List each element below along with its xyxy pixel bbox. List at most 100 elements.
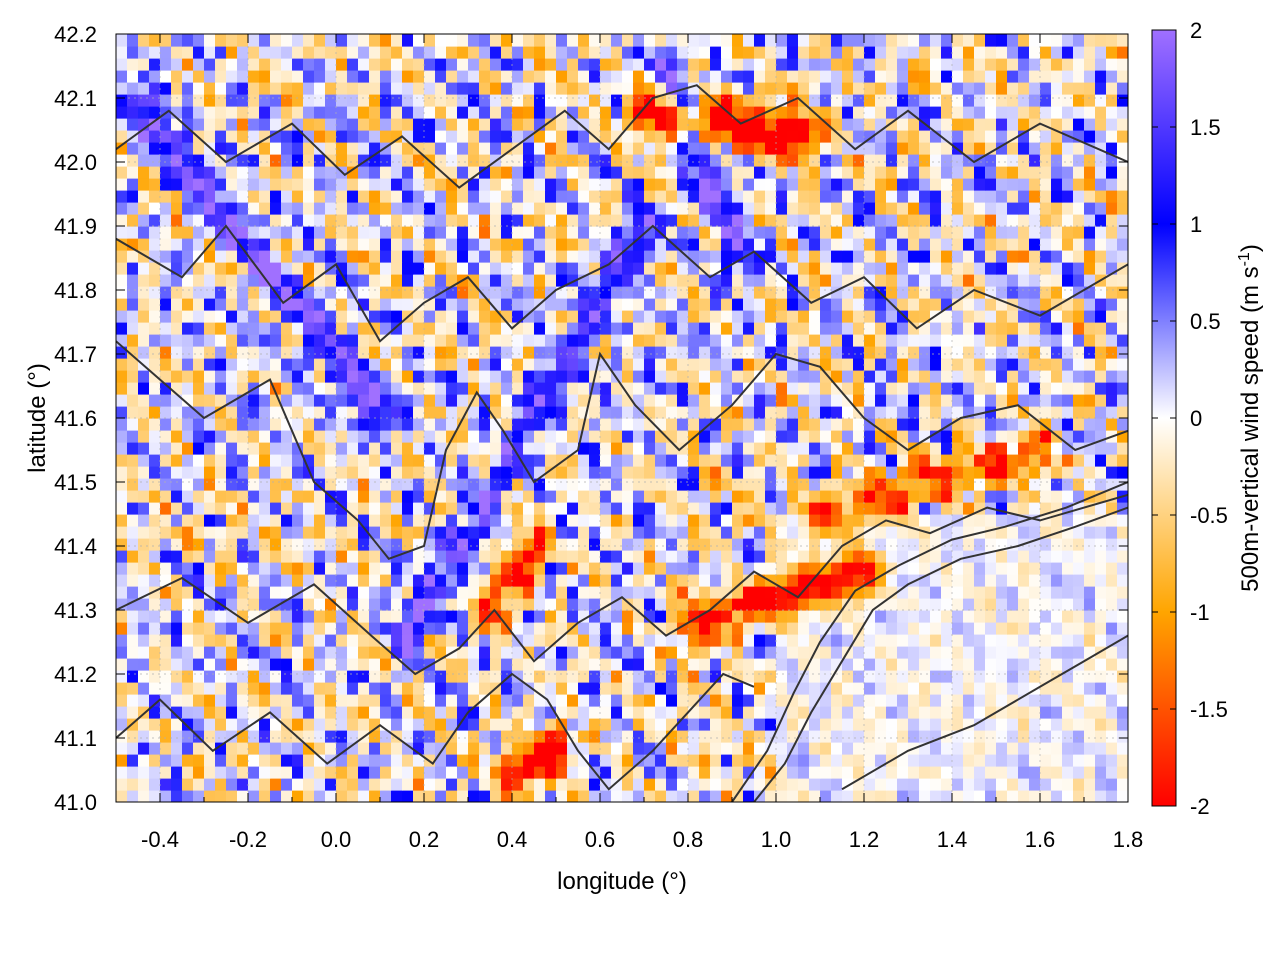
heat-cell [600, 454, 612, 467]
heat-cell [677, 382, 689, 395]
heat-cell [930, 382, 942, 395]
heat-cell [303, 262, 315, 275]
heat-cell [446, 154, 458, 167]
heat-cell [710, 214, 722, 227]
heat-cell [149, 598, 161, 611]
heat-cell [589, 790, 601, 802]
heat-cell [831, 166, 843, 179]
heat-cell [534, 250, 546, 263]
heat-cell [732, 778, 744, 791]
heat-cell [1062, 574, 1074, 587]
heat-cell [886, 334, 898, 347]
heat-cell [721, 754, 733, 767]
heat-cell [919, 418, 931, 431]
heat-cell [1029, 154, 1041, 167]
heat-cell [622, 670, 634, 683]
heat-cell [501, 754, 513, 767]
heat-cell [336, 226, 348, 239]
heat-cell [1073, 598, 1085, 611]
heat-cell [182, 550, 194, 563]
heat-cell [1029, 598, 1041, 611]
heat-cell [919, 166, 931, 179]
heat-cell [1106, 178, 1118, 191]
heat-cell [127, 790, 139, 802]
heat-cell [259, 382, 271, 395]
heat-cell [1084, 178, 1096, 191]
heat-cell [534, 754, 546, 767]
heat-cell [732, 550, 744, 563]
heat-cell [963, 610, 975, 623]
heat-cell [248, 466, 260, 479]
heat-cell [1084, 538, 1096, 551]
heat-cell [875, 742, 887, 755]
heat-cell [963, 334, 975, 347]
heat-cell [545, 742, 557, 755]
heat-cell [688, 670, 700, 683]
heat-cell [347, 250, 359, 263]
heat-cell [963, 478, 975, 491]
heat-cell [688, 790, 700, 802]
heat-cell [985, 250, 997, 263]
heat-cell [875, 370, 887, 383]
heat-cell [248, 622, 260, 635]
heat-cell [754, 526, 766, 539]
heat-cell [534, 574, 546, 587]
heat-cell [270, 322, 282, 335]
heat-cell [182, 274, 194, 287]
heat-cell [347, 778, 359, 791]
heat-cell [787, 346, 799, 359]
heat-cell [754, 406, 766, 419]
heat-cell [160, 538, 172, 551]
heat-cell [1106, 502, 1118, 515]
heat-cell [930, 442, 942, 455]
heat-cell [468, 550, 480, 563]
heat-cell [1018, 358, 1030, 371]
heat-cell [644, 274, 656, 287]
heat-cell [732, 202, 744, 215]
heat-cell [347, 178, 359, 191]
heat-cell [677, 742, 689, 755]
heat-cell [1095, 658, 1107, 671]
heat-cell [732, 442, 744, 455]
heat-cell [919, 454, 931, 467]
heat-cell [941, 298, 953, 311]
heat-cell [127, 586, 139, 599]
heat-cell [919, 430, 931, 443]
heat-cell [963, 622, 975, 635]
heat-cell [666, 742, 678, 755]
heat-cell [765, 586, 777, 599]
heat-cell [941, 598, 953, 611]
heat-cell [963, 634, 975, 647]
heat-cell [490, 322, 502, 335]
heat-cell [138, 526, 150, 539]
heat-cell [501, 586, 513, 599]
heat-cell [138, 334, 150, 347]
heat-cell [160, 346, 172, 359]
heat-cell [1051, 730, 1063, 743]
heat-cell [908, 562, 920, 575]
heat-cell [589, 226, 601, 239]
heat-cell [303, 250, 315, 263]
heat-cell [820, 334, 832, 347]
heat-cell [1117, 418, 1128, 431]
heat-cell [633, 586, 645, 599]
heat-cell [1084, 262, 1096, 275]
heat-cell [1106, 214, 1118, 227]
heat-cell [710, 202, 722, 215]
heat-cell [314, 526, 326, 539]
heat-cell [677, 634, 689, 647]
heat-cell [380, 742, 392, 755]
heat-cell [259, 574, 271, 587]
heat-cell [413, 706, 425, 719]
heat-cell [501, 262, 513, 275]
heat-cell [1007, 730, 1019, 743]
heat-cell [919, 370, 931, 383]
heat-cell [457, 598, 469, 611]
heat-cell [611, 598, 623, 611]
heat-cell [842, 766, 854, 779]
heat-cell [490, 610, 502, 623]
heat-cell [468, 454, 480, 467]
heat-cell [864, 634, 876, 647]
heat-cell [204, 382, 216, 395]
heat-cell [611, 718, 623, 731]
